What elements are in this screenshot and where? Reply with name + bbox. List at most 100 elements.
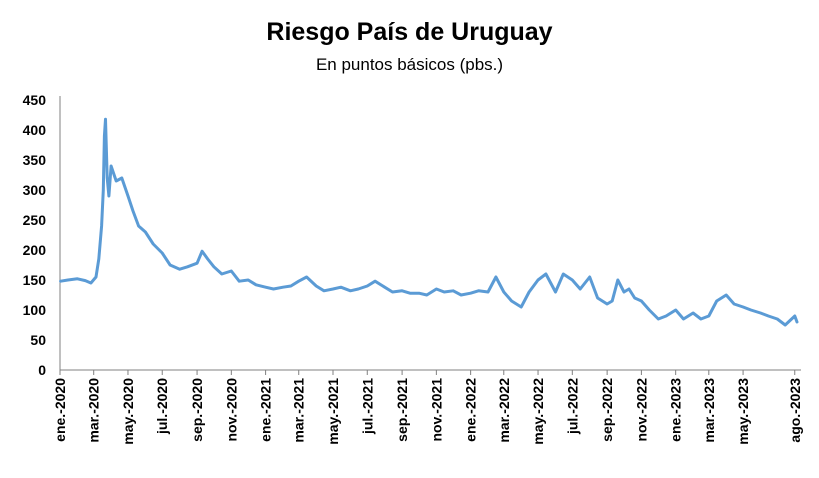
x-tick-label: sep.-2020 <box>189 378 205 442</box>
data-point <box>98 258 100 260</box>
x-tick-label: ene.-2023 <box>668 378 684 442</box>
data-point <box>115 180 117 182</box>
data-point <box>201 250 203 252</box>
x-tick-label: ene.-2020 <box>52 378 68 442</box>
data-point <box>623 291 625 293</box>
x-tick-label: may.-2020 <box>120 378 136 445</box>
x-tick-label: jul.-2020 <box>154 378 170 435</box>
data-point <box>100 225 103 227</box>
data-point <box>152 243 154 245</box>
data-point <box>469 292 472 295</box>
x-tick-label: nov.-2021 <box>428 378 444 442</box>
data-point <box>477 290 480 292</box>
data-point <box>611 300 613 302</box>
data-point <box>213 266 215 268</box>
data-point <box>90 282 92 284</box>
data-point <box>520 306 522 308</box>
data-point <box>606 303 608 305</box>
data-point <box>95 276 97 278</box>
data-point <box>247 279 249 281</box>
x-tick-label: may.-2023 <box>735 378 751 445</box>
data-point <box>750 309 752 311</box>
chart-title: Riesgo País de Uruguay <box>266 18 553 46</box>
data-point <box>59 280 62 283</box>
data-point <box>460 294 462 296</box>
data-point <box>391 291 394 293</box>
y-tick-label: 400 <box>23 122 47 138</box>
data-point <box>617 279 619 281</box>
y-tick-label: 0 <box>38 362 46 378</box>
data-point <box>794 315 796 317</box>
data-point <box>426 294 428 296</box>
data-point <box>562 273 565 275</box>
data-point <box>579 288 581 290</box>
data-point <box>409 292 411 295</box>
x-tick-label: sep.-2022 <box>599 378 615 442</box>
data-point <box>374 280 376 283</box>
y-tick-label: 300 <box>23 182 47 198</box>
data-point <box>665 315 667 317</box>
data-point <box>776 318 779 320</box>
y-tick-label: 350 <box>23 152 47 168</box>
data-point <box>221 273 223 275</box>
x-tick-label: nov.-2020 <box>223 378 239 442</box>
data-point <box>503 291 505 293</box>
data-point <box>487 291 489 293</box>
data-point <box>357 288 360 290</box>
data-point <box>196 262 198 265</box>
data-point <box>102 189 105 191</box>
data-point <box>305 276 308 278</box>
data-point <box>272 288 275 290</box>
y-tick-label: 50 <box>30 332 46 348</box>
data-point <box>137 225 140 227</box>
data-point <box>297 280 300 283</box>
data-point <box>282 286 284 289</box>
data-point <box>742 306 744 308</box>
data-point <box>230 270 233 272</box>
data-point <box>725 294 727 296</box>
x-tick-label: jul.-2021 <box>359 378 375 435</box>
data-point <box>633 297 636 299</box>
data-point <box>784 324 786 326</box>
data-point <box>132 210 134 212</box>
data-point <box>264 286 267 289</box>
data-point <box>640 300 643 302</box>
series-line-riesgo-pais <box>59 117 799 327</box>
data-point <box>510 300 513 302</box>
x-tick-label: mar.-2023 <box>701 378 717 443</box>
x-tick-label: nov.-2022 <box>633 378 649 442</box>
x-tick-label: jul.-2022 <box>564 378 580 435</box>
x-tick-label: may.-2022 <box>530 378 546 445</box>
y-tick-label: 150 <box>23 272 47 288</box>
data-point <box>106 177 108 179</box>
data-point <box>76 278 79 280</box>
data-point <box>144 231 147 233</box>
data-point <box>796 321 798 323</box>
data-point <box>169 264 171 266</box>
data-point <box>383 286 386 289</box>
data-point <box>323 290 325 292</box>
data-point <box>443 291 446 293</box>
data-point <box>340 286 342 289</box>
data-point <box>290 285 292 287</box>
data-point <box>537 279 539 281</box>
data-point <box>366 285 369 287</box>
data-point <box>596 297 599 299</box>
x-tick-label: ene.-2021 <box>258 378 274 442</box>
data-point <box>588 276 591 278</box>
data-point <box>238 280 240 283</box>
data-point <box>255 284 257 286</box>
data-point <box>418 292 420 295</box>
data-point <box>186 266 189 268</box>
y-tick-label: 100 <box>23 302 47 318</box>
data-point <box>178 268 181 271</box>
data-point <box>571 279 574 281</box>
data-point <box>161 252 163 254</box>
data-point <box>657 318 660 320</box>
x-tick-label: mar.-2020 <box>86 378 102 443</box>
x-tick-label: sep.-2021 <box>394 378 410 442</box>
x-tick-label: mar.-2021 <box>291 378 307 443</box>
y-tick-label: 250 <box>23 212 47 228</box>
